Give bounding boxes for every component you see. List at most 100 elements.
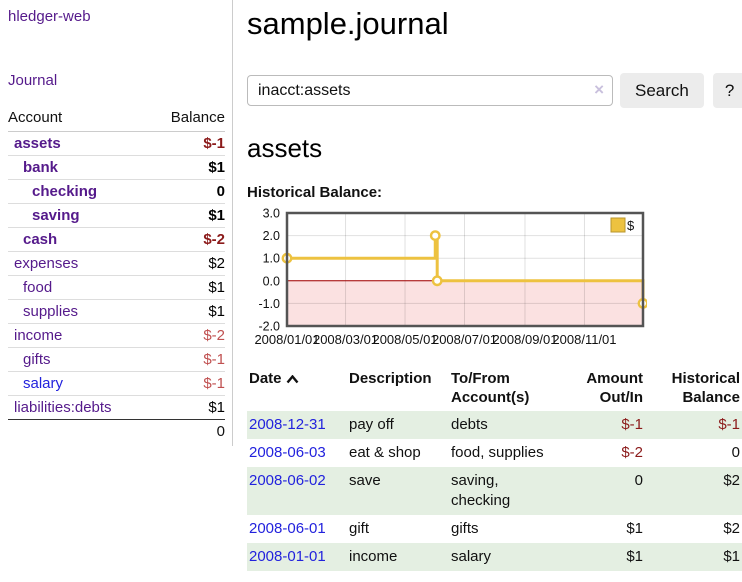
account-link[interactable]: liabilities:debts: [14, 399, 112, 416]
sidebar-item-journal[interactable]: Journal: [8, 72, 58, 89]
transaction-accounts: salary: [451, 548, 492, 565]
y-axis-tick-label: 0.0: [263, 274, 280, 288]
transaction-date-link[interactable]: 2008-06-02: [249, 472, 326, 489]
account-link[interactable]: checking: [32, 183, 98, 200]
transaction-date-link[interactable]: 2008-06-03: [249, 444, 326, 461]
chart-title: Historical Balance:: [247, 184, 383, 201]
transaction-amount: $1: [626, 520, 643, 537]
search-form: × Search ?: [247, 73, 742, 108]
accounts-header-balance: Balance: [150, 106, 225, 132]
search-button[interactable]: Search: [620, 73, 704, 108]
y-axis-tick-label: 1.0: [263, 252, 280, 266]
legend-swatch: [610, 217, 626, 233]
x-axis-tick-label: 2008/09/01: [492, 332, 557, 347]
account-row: income $-2: [8, 323, 225, 348]
legend-label: $: [627, 218, 635, 233]
account-balance: $1: [150, 299, 225, 324]
account-heading: assets: [247, 133, 323, 163]
transaction-balance: $1: [723, 548, 740, 565]
transaction-amount: $-2: [621, 444, 643, 461]
transaction-accounts: gifts: [451, 520, 479, 537]
account-balance: $2: [150, 251, 225, 276]
accounts-header-account: Account: [8, 106, 151, 132]
help-button[interactable]: ?: [712, 73, 742, 108]
transaction-description: save: [349, 472, 381, 489]
sidebar: hledger-web Journal Account Balance asse…: [0, 0, 233, 446]
register-header-accounts: To/From Account(s): [451, 370, 530, 406]
x-axis-tick-label: 2008/03/01: [313, 332, 378, 347]
account-row: cash $-2: [8, 227, 225, 252]
x-axis-tick-label: 2008/11/01: [552, 332, 616, 347]
account-link[interactable]: income: [14, 327, 63, 344]
transaction-balance: 0: [731, 444, 740, 461]
account-link[interactable]: expenses: [14, 255, 79, 272]
sort-ascending-icon: [286, 370, 299, 389]
accounts-total: 0: [150, 419, 225, 444]
y-axis-tick-label: 2.0: [263, 229, 280, 243]
data-point-marker: [429, 230, 441, 242]
transaction-date-link[interactable]: 2008-01-01: [249, 548, 326, 565]
account-row: gifts $-1: [8, 347, 225, 372]
account-balance: $-1: [150, 371, 225, 396]
transaction-balance: $-1: [718, 416, 740, 433]
clear-search-icon[interactable]: ×: [594, 80, 604, 99]
transaction-amount: $1: [626, 548, 643, 565]
account-row: checking 0: [8, 179, 225, 204]
transaction-row: 2008-06-01 gift gifts $1 $2: [247, 515, 742, 543]
account-balance: $1: [150, 203, 225, 228]
x-axis-tick-label: 2008/05/01: [372, 332, 437, 347]
account-link[interactable]: supplies: [23, 303, 79, 320]
transaction-row: 2008-06-02 save saving, checking 0 $2: [247, 467, 742, 515]
account-balance: $1: [150, 155, 225, 180]
balance-chart: $3.0 2.0 1.0 0.0 -1.0 -2.0 2008/01/01 2008/03/0…: [247, 207, 742, 350]
transaction-accounts: saving, checking: [451, 472, 511, 509]
y-axis-tick-label: -2.0: [258, 320, 280, 334]
transaction-date-link[interactable]: 2008-06-01: [249, 520, 326, 537]
account-link[interactable]: gifts: [23, 351, 51, 368]
account-balance: 0: [150, 179, 225, 204]
main-content: sample.journal × Search ? assets Histori…: [233, 0, 742, 582]
transaction-row: 2008-06-03 eat & shop food, supplies $-2 0: [247, 439, 742, 467]
account-link[interactable]: assets: [14, 135, 61, 152]
account-balance: $-1: [150, 347, 225, 372]
transaction-accounts: debts: [451, 416, 488, 433]
transaction-amount: 0: [634, 472, 643, 489]
transaction-row: 2008-12-31 pay off debts $-1 $-1: [247, 411, 742, 439]
account-link[interactable]: saving: [32, 207, 80, 224]
y-axis-tick-label: 3.0: [263, 207, 280, 221]
transaction-row: 2008-01-01 income salary $1 $1: [247, 543, 742, 571]
register-table: Date Description To/From Account(s) Amou…: [247, 366, 742, 571]
account-row: food $1: [8, 275, 225, 300]
brand-link[interactable]: hledger-web: [8, 8, 91, 25]
account-balance: $1: [150, 275, 225, 300]
account-row: salary $-1: [8, 371, 225, 396]
account-row: liabilities:debts $1: [8, 395, 225, 420]
transaction-description: eat & shop: [349, 444, 421, 461]
transaction-accounts: food, supplies: [451, 444, 544, 461]
account-balance: $-2: [150, 227, 225, 252]
register-header-amount: Amount Out/In: [586, 370, 643, 406]
account-row: expenses $2: [8, 251, 225, 276]
transaction-description: pay off: [349, 416, 394, 433]
account-balance: $-2: [150, 323, 225, 348]
account-link[interactable]: bank: [23, 159, 59, 176]
account-row: saving $1: [8, 203, 225, 228]
accounts-total-row: 0: [8, 419, 225, 444]
balance-chart-svg: $3.0 2.0 1.0 0.0 -1.0 -2.02008/01/012008/03/0…: [254, 207, 647, 347]
negative-region: [287, 280, 643, 326]
plot-border: [285, 211, 645, 328]
account-link[interactable]: cash: [23, 231, 58, 248]
register-header-date[interactable]: Date: [247, 366, 347, 411]
account-row: assets $-1: [8, 132, 225, 156]
search-input[interactable]: [247, 75, 613, 106]
account-link[interactable]: food: [23, 279, 53, 296]
page-title: sample.journal: [247, 6, 449, 41]
accounts-table: Account Balance assets $-1 bank $1 checking 0…: [8, 106, 225, 444]
data-point-marker: [431, 275, 443, 287]
register-header-balance: Historical Balance: [671, 370, 740, 406]
x-axis-tick-label: 2008/01/01: [254, 332, 319, 347]
transaction-date-link[interactable]: 2008-12-31: [249, 416, 326, 433]
transaction-description: income: [349, 548, 398, 565]
account-link[interactable]: salary: [23, 375, 64, 392]
account-row: supplies $1: [8, 299, 225, 324]
